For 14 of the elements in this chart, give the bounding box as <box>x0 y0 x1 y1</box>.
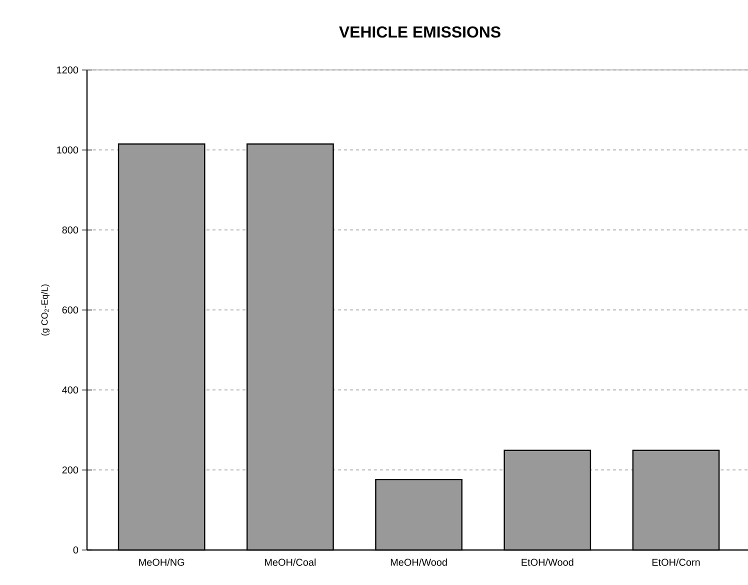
y-tick-label: 800 <box>62 226 78 234</box>
y-tick-label: 1000 <box>57 146 78 154</box>
y-tick-label: 1200 <box>57 66 78 74</box>
y-tick-label: 200 <box>62 466 78 474</box>
x-tick-label: EtOH/Wood <box>522 558 574 566</box>
y-tick-label: 0 <box>73 546 78 554</box>
x-tick-label: MeOH/Wood <box>390 558 447 566</box>
x-tick-label: EtOH/Corn <box>652 558 700 566</box>
x-tick-label: MeOH/NG <box>139 558 184 566</box>
x-tick-label: MeOH/Coal <box>264 558 316 566</box>
chart-title: VEHICLE EMISSIONS <box>339 26 500 38</box>
y-tick-label: 600 <box>62 306 78 314</box>
y-tick-label: 400 <box>62 386 78 394</box>
y-axis-title: (g CO$_{2}$-Eq/L) <box>41 284 50 336</box>
